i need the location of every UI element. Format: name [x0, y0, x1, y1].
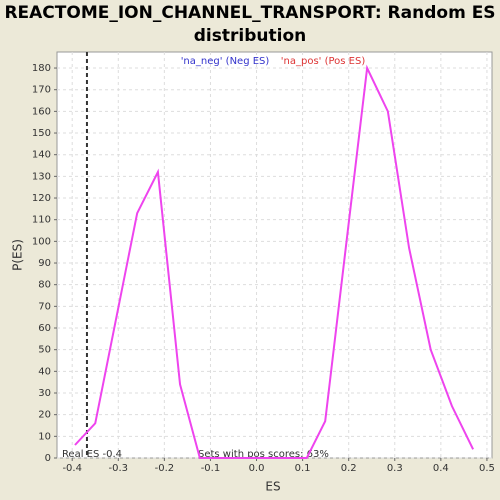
legend-entry: 'na_pos' (Pos ES) — [281, 56, 366, 67]
footer-note: Sets with pos scores: 63% — [198, 449, 329, 460]
y-axis-label: P(ES) — [11, 239, 25, 271]
y-tick-label: 140 — [32, 150, 51, 161]
chart-title: REACTOME_ION_CHANNEL_TRANSPORT: Random E… — [4, 3, 495, 23]
y-tick-label: 90 — [38, 258, 51, 269]
x-tick-label: -0.2 — [155, 463, 175, 474]
y-tick-label: 20 — [38, 410, 51, 421]
line-series — [74, 64, 475, 459]
y-tick-label: 130 — [32, 171, 51, 182]
y-tick-label: 10 — [38, 431, 51, 442]
y-tick-label: 170 — [32, 85, 51, 96]
y-tick-label: 160 — [32, 106, 51, 117]
x-tick-label: -0.1 — [201, 463, 221, 474]
y-tick-label: 40 — [38, 366, 51, 377]
legend-entry: 'na_neg' (Neg ES) — [181, 56, 270, 67]
y-tick-label: 150 — [32, 128, 51, 139]
y-tick-label: 0 — [45, 453, 51, 464]
y-tick-label: 110 — [32, 215, 51, 226]
real-es-label: Real ES -0.4 — [62, 449, 122, 460]
x-tick-label: 0.0 — [249, 463, 265, 474]
x-tick-label: -0.3 — [109, 463, 129, 474]
x-tick-label: 0.1 — [295, 463, 311, 474]
x-axis-label: ES — [265, 480, 280, 494]
x-tick-label: 0.2 — [341, 463, 357, 474]
y-tick-label: 180 — [32, 63, 51, 74]
y-tick-label: 80 — [38, 280, 51, 291]
x-tick-label: 0.4 — [433, 463, 449, 474]
plot-area — [56, 51, 493, 459]
x-tick-label: -0.4 — [62, 463, 82, 474]
x-tick-label: 0.5 — [479, 463, 495, 474]
y-tick-label: 50 — [38, 345, 51, 356]
y-tick-label: 100 — [32, 236, 51, 247]
x-tick-label: 0.3 — [387, 463, 403, 474]
y-tick-label: 70 — [38, 301, 51, 312]
y-tick-label: 60 — [38, 323, 51, 334]
y-tick-label: 120 — [32, 193, 51, 204]
y-tick-label: 30 — [38, 388, 51, 399]
chart-title: distribution — [194, 26, 306, 46]
